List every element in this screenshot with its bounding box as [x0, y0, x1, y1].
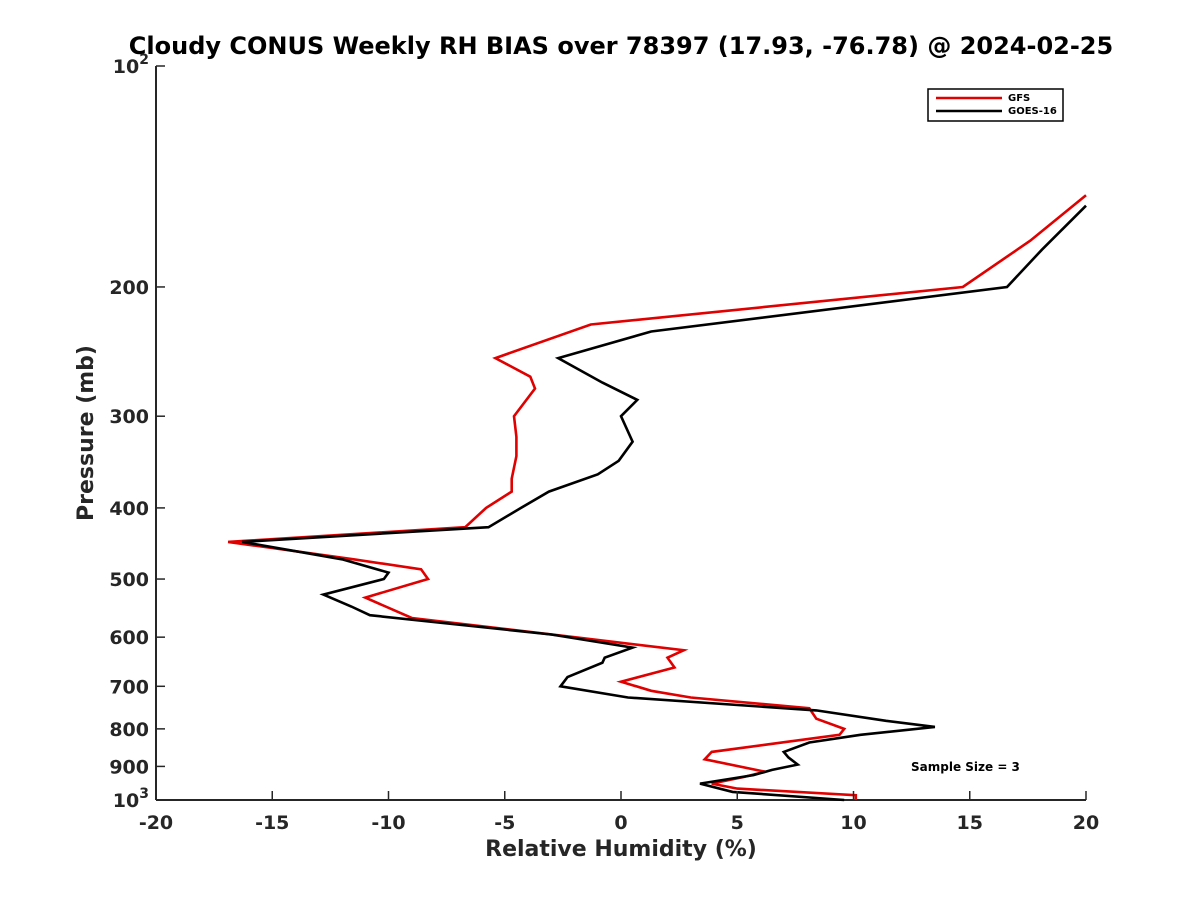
x-tick-label: -15: [255, 812, 289, 834]
x-tick-label: 20: [1073, 812, 1099, 834]
x-tick-label: 15: [957, 812, 983, 834]
y-tick-label: 500: [109, 569, 149, 591]
legend: GFS GOES-16: [927, 88, 1064, 122]
y-tick-label: 900: [109, 756, 149, 778]
y-tick-label: 200: [109, 277, 149, 299]
legend-box: [927, 88, 1064, 122]
y-tick-label: 800: [109, 719, 149, 741]
legend-label-goes-16: GOES-16: [1008, 106, 1057, 117]
series-layer: [227, 194, 1087, 802]
x-ticks: -20 -15 -10 -5 0 5 10 15 20: [139, 791, 1099, 834]
y-tick-label: 102: [113, 52, 149, 78]
y-tick-label: 103: [113, 786, 149, 812]
chart-title: Cloudy CONUS Weekly RH BIAS over 78397 (…: [129, 32, 1113, 60]
x-axis-label: Relative Humidity (%): [485, 837, 757, 862]
x-tick-label: 5: [731, 812, 744, 834]
x-tick-label: -10: [371, 812, 405, 834]
series-line-goes-16: [241, 204, 1087, 802]
plot-area: -20 -15 -10 -5 0 5 10 15 20 102 200 300 400 500 600 70…: [109, 52, 1099, 834]
y-tick-label: 700: [109, 676, 149, 698]
x-tick-label: -5: [494, 812, 515, 834]
y-axis-label: Pressure (mb): [74, 345, 99, 521]
y-ticks: 102 200 300 400 500 600 700 800 900 103: [109, 52, 165, 812]
x-tick-label: 10: [840, 812, 866, 834]
y-tick-label: 600: [109, 627, 149, 649]
x-tick-label: -20: [139, 812, 173, 834]
y-tick-label: 300: [109, 406, 149, 428]
y-tick-label: 400: [109, 498, 149, 520]
legend-label-gfs: GFS: [1008, 93, 1030, 104]
sample-size-annotation: Sample Size = 3: [911, 760, 1020, 774]
x-tick-label: 0: [614, 812, 627, 834]
